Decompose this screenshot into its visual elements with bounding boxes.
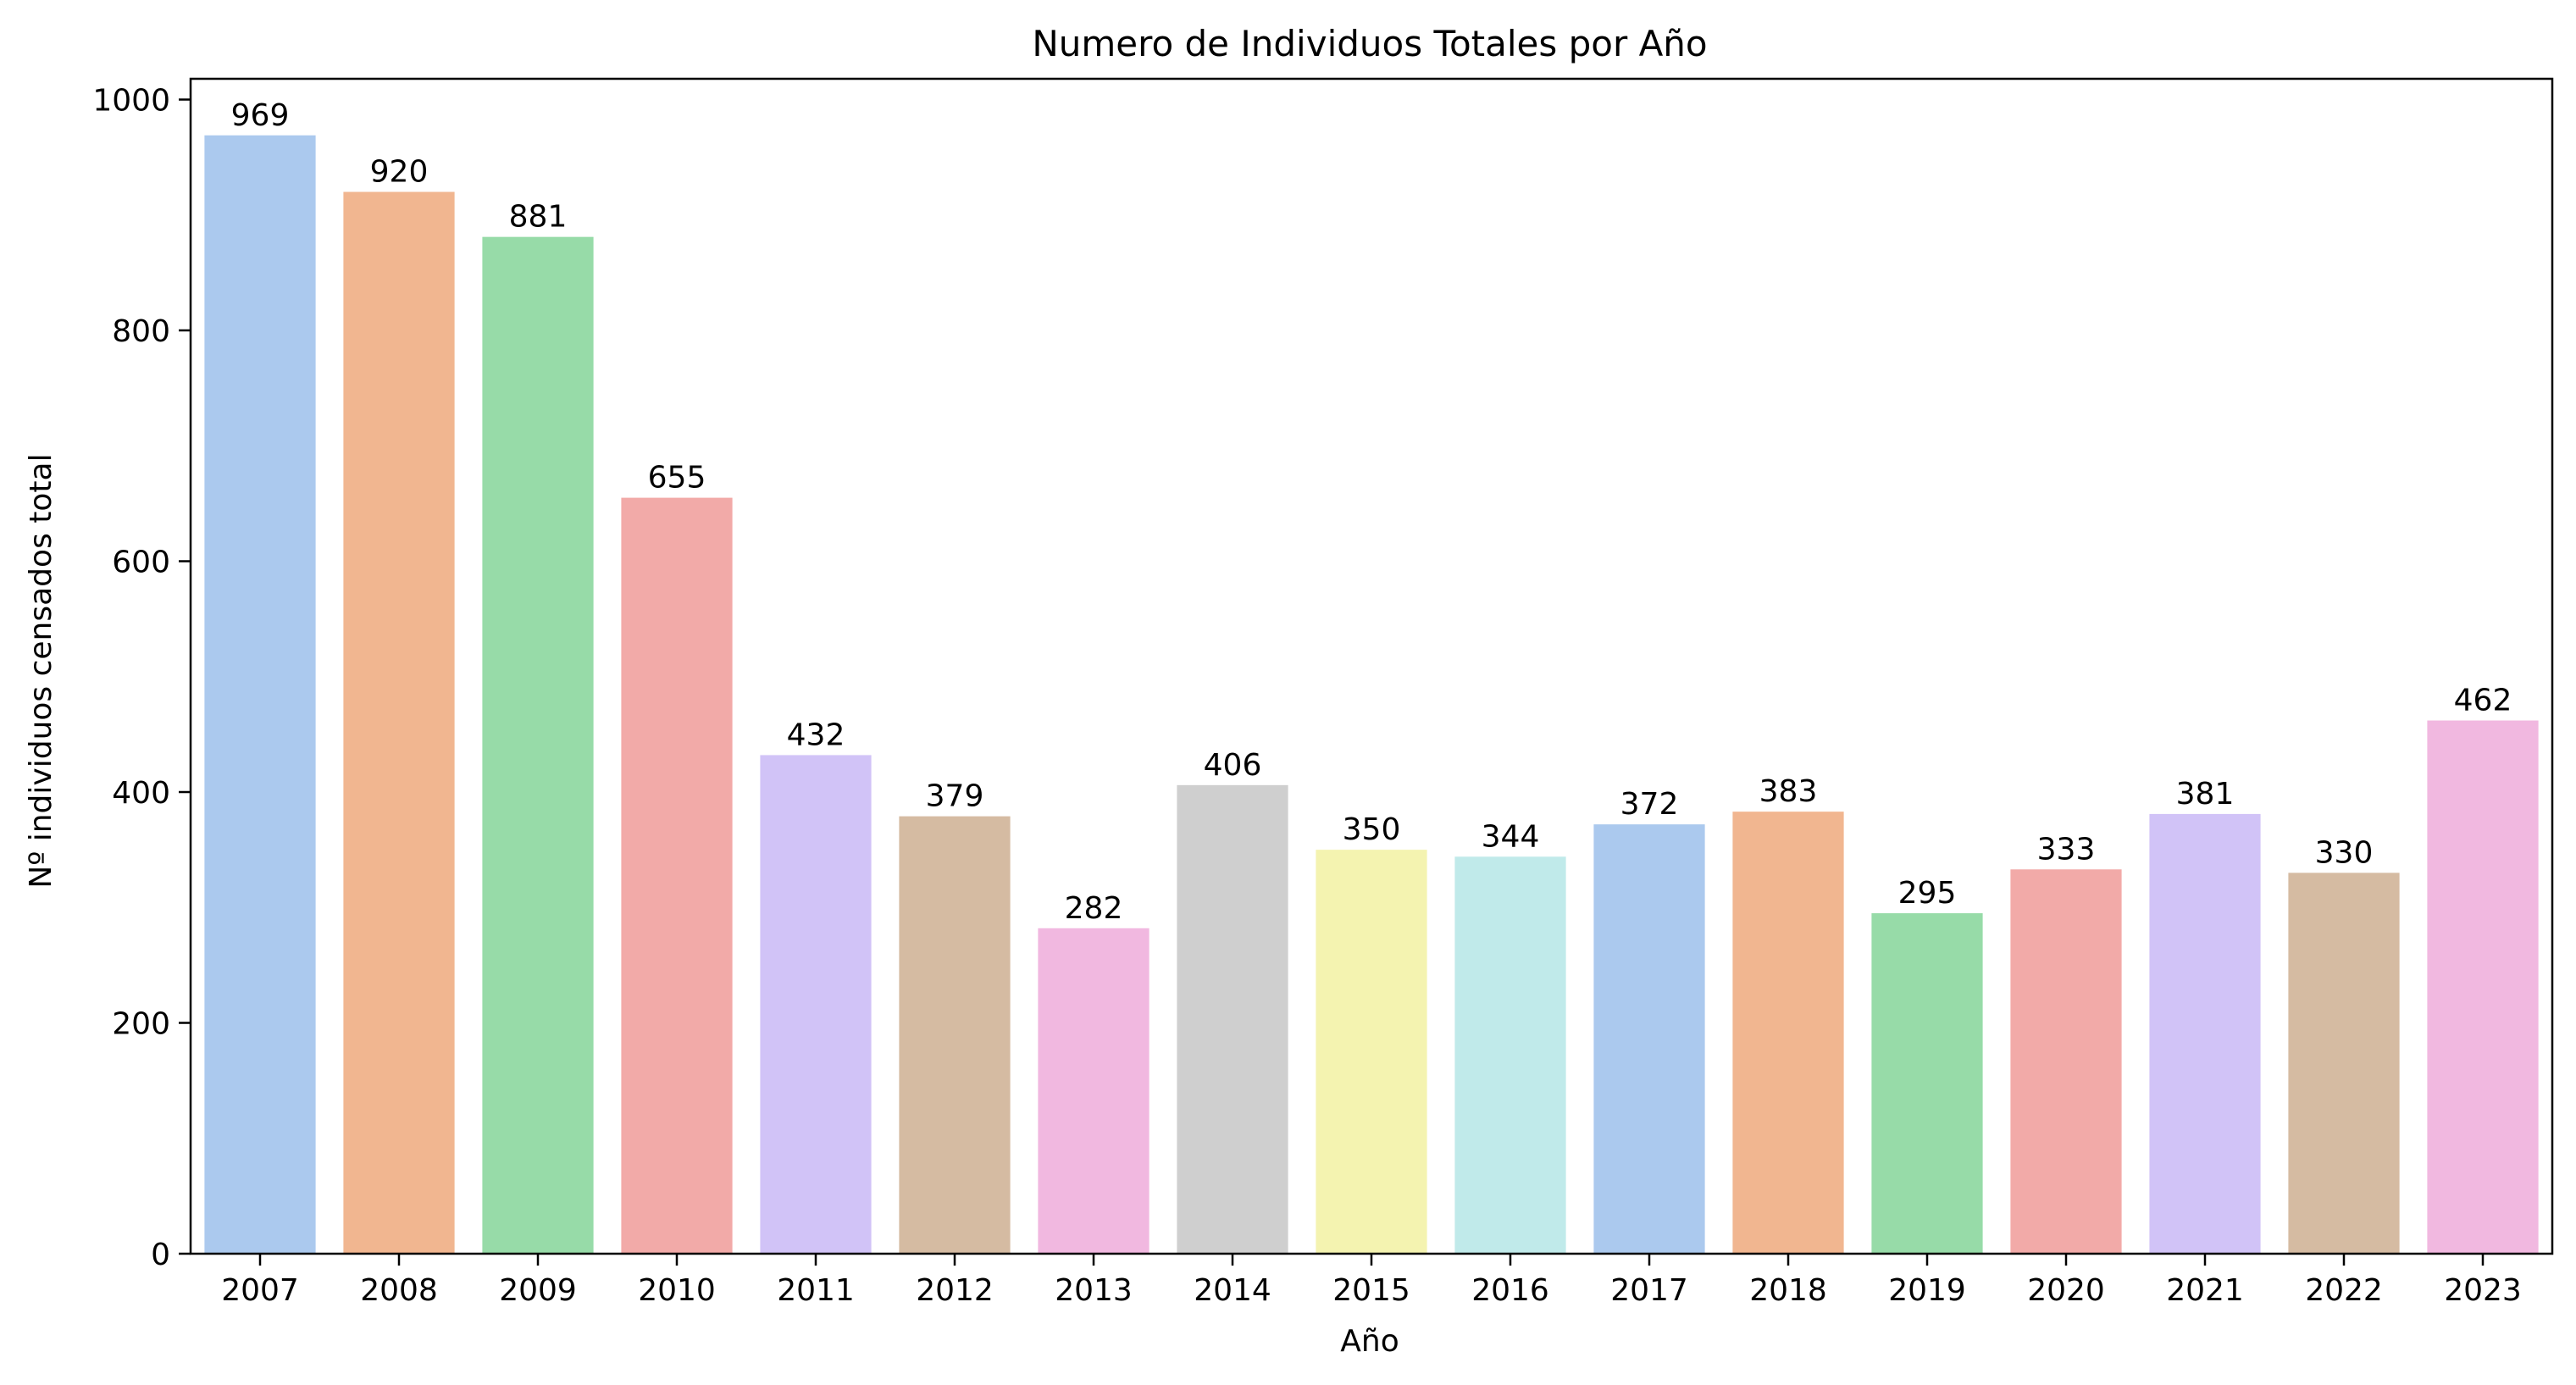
bar-2009 (482, 236, 594, 1254)
data-label-2019: 295 (1898, 876, 1957, 911)
y-tick-label-200: 200 (112, 1007, 170, 1042)
data-label-2017: 372 (1620, 787, 1679, 822)
x-axis-label: Año (1340, 1324, 1399, 1359)
bar-2014 (1177, 784, 1288, 1254)
x-tick-label-2007: 2007 (221, 1273, 299, 1308)
x-tick-label-2010: 2010 (638, 1273, 716, 1308)
bar-2007 (204, 135, 316, 1255)
x-tick-label-2019: 2019 (1888, 1273, 1966, 1308)
x-tick-label-2016: 2016 (1471, 1273, 1549, 1308)
data-label-2013: 282 (1065, 891, 1123, 926)
x-tick-label-2022: 2022 (2305, 1273, 2383, 1308)
bar-2016 (1454, 856, 1566, 1254)
data-label-2007: 969 (231, 98, 290, 133)
bar-2022 (2288, 873, 2400, 1254)
data-label-2021: 381 (2176, 777, 2235, 812)
chart-title: Numero de Individuos Totales por Año (1032, 23, 1707, 64)
bar-2023 (2427, 720, 2539, 1254)
data-label-2012: 379 (926, 779, 984, 814)
data-label-2018: 383 (1759, 774, 1818, 809)
bar-2019 (1871, 913, 1983, 1254)
data-label-2014: 406 (1204, 748, 1262, 783)
y-tick-label-600: 600 (112, 546, 170, 580)
x-tick-label-2011: 2011 (777, 1273, 855, 1308)
y-tick-label-1000: 1000 (92, 84, 170, 119)
x-tick-label-2013: 2013 (1055, 1273, 1133, 1308)
data-label-2011: 432 (787, 717, 845, 752)
data-label-2020: 333 (2037, 832, 2096, 867)
data-label-2022: 330 (2315, 835, 2374, 870)
data-label-2010: 655 (648, 461, 706, 496)
bar-2011 (760, 755, 872, 1254)
bar-2020 (2010, 869, 2122, 1254)
bar-2017 (1593, 824, 1705, 1254)
y-axis-label: Nº individuos censados total (24, 453, 58, 888)
x-tick-label-2021: 2021 (2166, 1273, 2244, 1308)
x-tick-label-2008: 2008 (360, 1273, 438, 1308)
y-axis: 0 200 400 600 800 1000 (92, 84, 191, 1272)
data-labels-group: 969 920 881 655 432 379 282 406 350 344 372 383 295 3… (231, 98, 2512, 926)
data-label-2023: 462 (2454, 684, 2512, 718)
x-tick-label-2018: 2018 (1749, 1273, 1827, 1308)
bar-2010 (621, 497, 733, 1254)
data-label-2008: 920 (370, 155, 429, 190)
bars-group (204, 135, 2539, 1255)
bar-2008 (343, 191, 455, 1255)
x-tick-label-2020: 2020 (2027, 1273, 2105, 1308)
x-tick-label-2017: 2017 (1610, 1273, 1688, 1308)
x-tick-label-2012: 2012 (916, 1273, 994, 1308)
x-axis: 2007 2008 2009 2010 2011 2012 2013 2014 2015 2016… (221, 1254, 2522, 1308)
x-tick-label-2023: 2023 (2444, 1273, 2522, 1308)
bar-2013 (1038, 928, 1150, 1254)
y-tick-label-400: 400 (112, 776, 170, 811)
data-label-2009: 881 (509, 200, 568, 235)
bar-2012 (899, 816, 1011, 1254)
data-label-2016: 344 (1482, 819, 1540, 854)
plot-frame (189, 77, 2554, 1255)
bar-2018 (1732, 812, 1844, 1254)
bar-2015 (1316, 850, 1427, 1254)
x-tick-label-2014: 2014 (1194, 1273, 1271, 1308)
y-tick-label-0: 0 (151, 1238, 170, 1272)
bar-2021 (2149, 813, 2261, 1254)
data-label-2015: 350 (1343, 812, 1401, 847)
y-tick-label-800: 800 (112, 314, 170, 349)
x-tick-label-2009: 2009 (499, 1273, 577, 1308)
x-tick-label-2015: 2015 (1332, 1273, 1410, 1308)
